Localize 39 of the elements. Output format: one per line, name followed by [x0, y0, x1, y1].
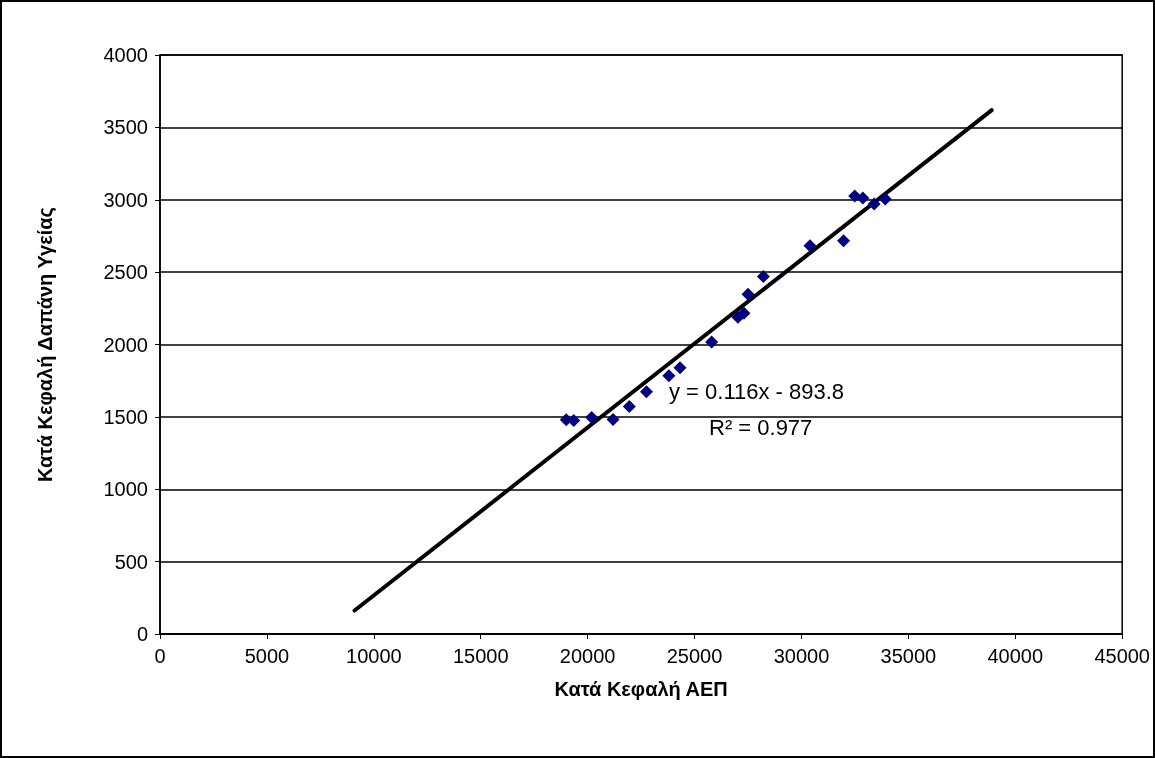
y-tick-label: 1000 [103, 478, 148, 501]
point [673, 361, 687, 375]
point [756, 269, 770, 283]
point [567, 413, 581, 427]
point [878, 192, 892, 206]
x-tick-label: 0 [154, 645, 166, 667]
x-tick-label: 30000 [773, 645, 830, 667]
point [662, 369, 676, 383]
point [803, 239, 817, 253]
point [585, 410, 599, 424]
point [705, 335, 719, 349]
y-tick-label: 2500 [103, 261, 148, 284]
x-tick-label: 40000 [987, 645, 1044, 667]
annotation: R² = 0.977 [709, 414, 813, 440]
annotation: y = 0.116x - 893.8 [669, 378, 845, 404]
x-tick-label: 45000 [1094, 645, 1150, 667]
x-tick-label: 20000 [559, 645, 616, 667]
x-tick-label: 25000 [666, 645, 723, 667]
point [606, 412, 620, 426]
point [837, 234, 851, 248]
y-tick-label: 3000 [103, 188, 148, 211]
x-axis-title: Κατά Κεφαλή ΑΕΠ [554, 678, 728, 700]
y-tick-label: 1500 [103, 405, 148, 428]
point [639, 385, 653, 399]
point [867, 197, 881, 211]
x-tick-label: 15000 [452, 645, 509, 667]
y-tick-label: 4000 [103, 44, 148, 66]
y-tick-label: 3500 [103, 116, 148, 139]
y-tick-label: 500 [114, 550, 148, 573]
point [737, 306, 751, 320]
x-tick-label: 5000 [244, 645, 290, 667]
x-tick-label: 10000 [346, 645, 402, 667]
point [741, 287, 755, 301]
y-tick-label: 0 [136, 623, 148, 645]
point [856, 191, 870, 205]
y-axis-title: Κατά Κεφαλή Δαπάνη Υγείας [34, 207, 56, 482]
y-tick-label: 2000 [103, 333, 148, 356]
x-tick-label: 35000 [880, 645, 937, 667]
point [622, 400, 636, 414]
